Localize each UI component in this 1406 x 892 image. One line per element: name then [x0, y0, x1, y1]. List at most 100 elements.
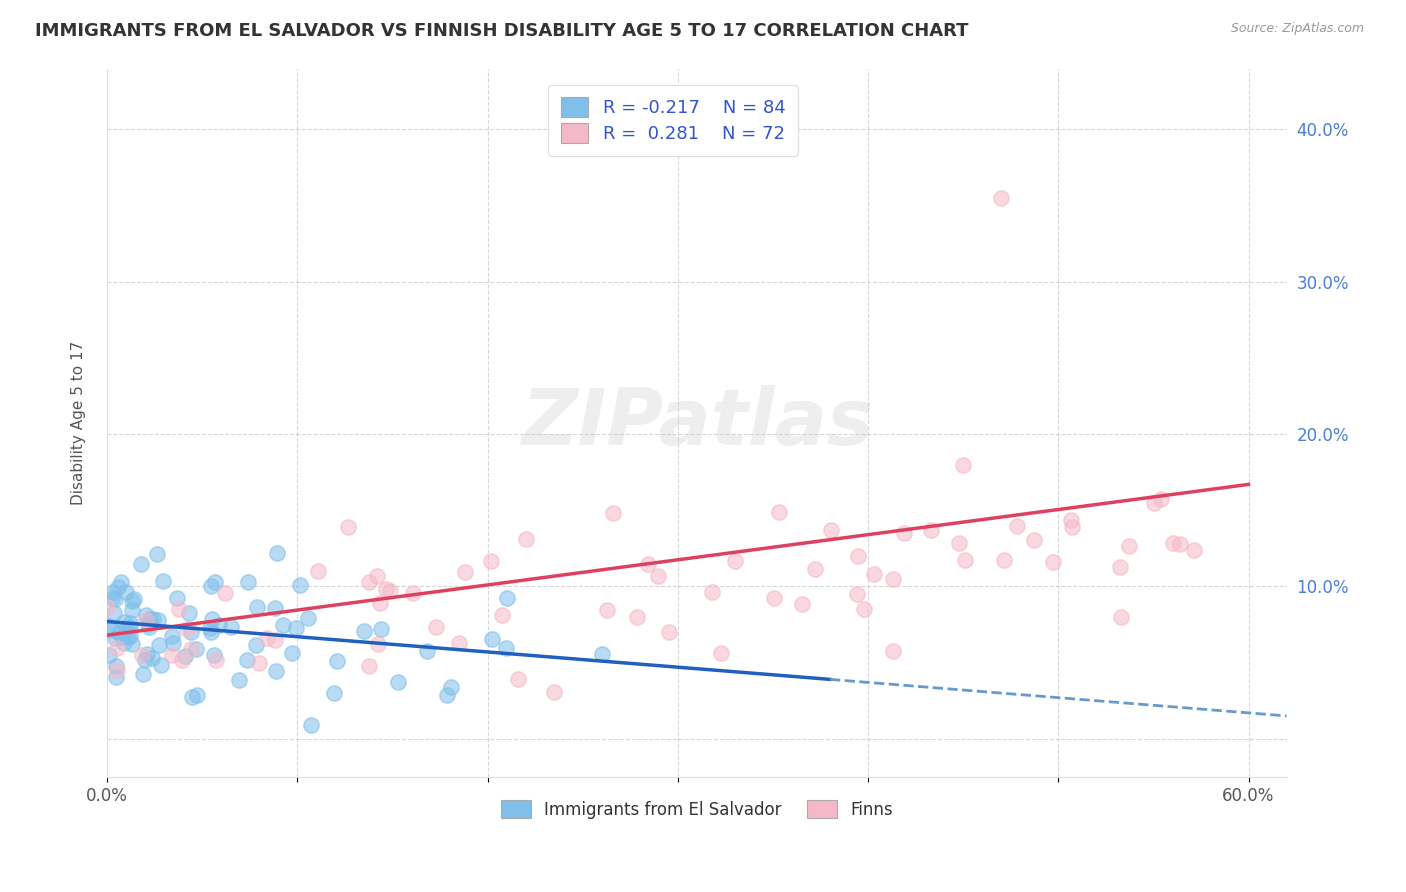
Legend: Immigrants from El Salvador, Finns: Immigrants from El Salvador, Finns	[495, 793, 900, 825]
Point	[180, 642, 202, 657]
Point	[307, 565, 329, 579]
Point	[138, 617, 160, 632]
Point	[953, 553, 976, 567]
Point	[148, 638, 170, 652]
Point	[110, 574, 132, 589]
Point	[181, 690, 204, 704]
Point	[121, 637, 143, 651]
Point	[920, 523, 942, 537]
Point	[245, 638, 267, 652]
Point	[378, 584, 401, 599]
Point	[271, 617, 294, 632]
Point	[359, 575, 381, 590]
Point	[1182, 543, 1205, 558]
Point	[543, 685, 565, 699]
Point	[121, 594, 143, 608]
Point	[146, 547, 169, 561]
Point	[454, 565, 477, 579]
Point	[491, 607, 513, 622]
Point	[141, 651, 163, 665]
Point	[820, 523, 842, 537]
Point	[299, 718, 322, 732]
Point	[479, 553, 502, 567]
Point	[700, 584, 723, 599]
Point	[425, 620, 447, 634]
Point	[174, 649, 197, 664]
Point	[375, 582, 398, 597]
Point	[495, 641, 517, 656]
Point	[246, 599, 269, 614]
Point	[135, 608, 157, 623]
Point	[112, 636, 135, 650]
Point	[98, 619, 121, 633]
Point	[118, 616, 141, 631]
Point	[103, 606, 125, 620]
Point	[186, 642, 208, 657]
Point	[263, 632, 285, 647]
Point	[167, 602, 190, 616]
Point	[790, 597, 813, 611]
Point	[323, 686, 346, 700]
Point	[359, 658, 381, 673]
Point	[98, 648, 121, 663]
Point	[198, 621, 221, 635]
Point	[138, 620, 160, 634]
Point	[416, 644, 439, 658]
Point	[1060, 512, 1083, 526]
Point	[353, 624, 375, 638]
Point	[266, 546, 288, 560]
Point	[368, 595, 391, 609]
Point	[264, 664, 287, 678]
Point	[160, 648, 183, 663]
Point	[117, 630, 139, 644]
Point	[256, 631, 278, 645]
Point	[115, 621, 138, 635]
Point	[149, 658, 172, 673]
Point	[637, 558, 659, 572]
Point	[763, 591, 786, 606]
Point	[846, 587, 869, 601]
Point	[205, 653, 228, 667]
Point	[1143, 496, 1166, 510]
Point	[1118, 539, 1140, 553]
Point	[591, 647, 613, 661]
Point	[103, 591, 125, 606]
Point	[120, 629, 142, 643]
Point	[112, 615, 135, 630]
Point	[236, 574, 259, 589]
Point	[120, 620, 142, 634]
Point	[948, 536, 970, 550]
Point	[768, 505, 790, 519]
Point	[449, 635, 471, 649]
Point	[101, 585, 124, 599]
Point	[626, 610, 648, 624]
Point	[647, 569, 669, 583]
Point	[1168, 537, 1191, 551]
Point	[1108, 560, 1130, 574]
Point	[146, 613, 169, 627]
Point	[1150, 491, 1173, 506]
Point	[247, 656, 270, 670]
Point	[214, 585, 236, 599]
Text: Source: ZipAtlas.com: Source: ZipAtlas.com	[1230, 22, 1364, 36]
Point	[111, 630, 134, 644]
Point	[202, 648, 225, 662]
Point	[863, 567, 886, 582]
Point	[96, 600, 118, 615]
Point	[162, 636, 184, 650]
Point	[170, 653, 193, 667]
Point	[882, 644, 904, 658]
Point	[336, 520, 359, 534]
Point	[281, 646, 304, 660]
Point	[853, 601, 876, 615]
Point	[200, 579, 222, 593]
Point	[284, 621, 307, 635]
Point	[440, 680, 463, 694]
Point	[846, 549, 869, 564]
Point	[104, 631, 127, 645]
Point	[481, 632, 503, 647]
Point	[893, 525, 915, 540]
Point	[882, 572, 904, 586]
Point	[1005, 518, 1028, 533]
Point	[134, 653, 156, 667]
